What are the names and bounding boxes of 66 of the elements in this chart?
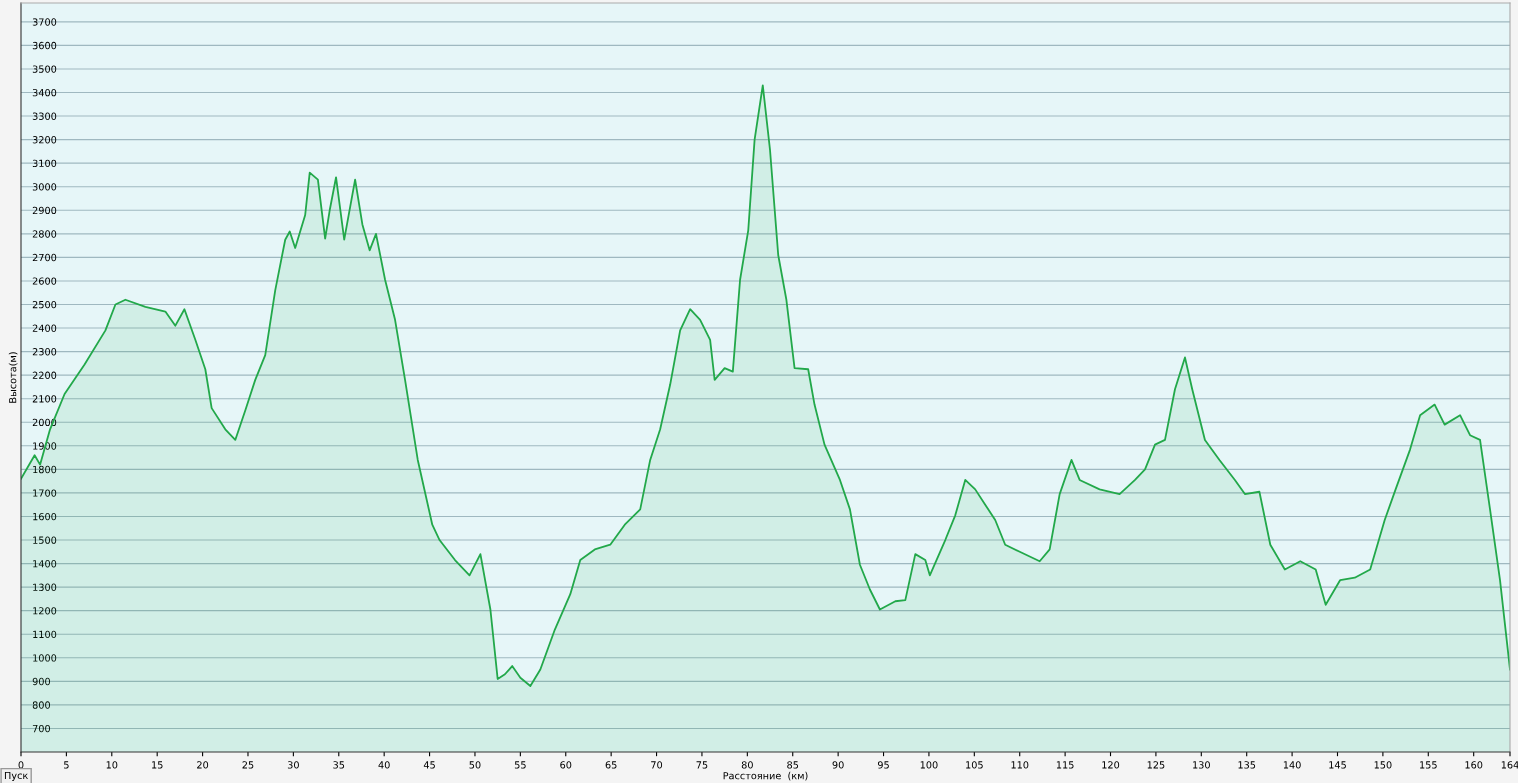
y-tick-label: 3400 — [32, 88, 57, 97]
x-tick-label: 10 — [106, 761, 118, 769]
x-tick-label: 150 — [1374, 761, 1392, 769]
y-tick-label: 2700 — [32, 253, 57, 262]
y-tick-label: 3200 — [32, 136, 57, 144]
y-tick-label: 2400 — [32, 324, 57, 332]
y-tick-label: 900 — [32, 677, 51, 686]
y-tick-label: 3100 — [32, 159, 57, 167]
x-tick-label: 120 — [1102, 761, 1120, 769]
y-tick-label: 1200 — [33, 607, 57, 615]
y-tick-label: 1300 — [33, 583, 57, 591]
y-tick-label: 1400 — [33, 560, 57, 568]
x-tick-label: 155 — [1420, 761, 1437, 769]
x-tick-label: 135 — [1238, 761, 1256, 769]
x-tick-label: 90 — [832, 761, 844, 769]
x-tick-label: 130 — [1193, 761, 1210, 769]
x-tick-label: 15 — [152, 761, 163, 769]
y-tick-label: 1600 — [33, 512, 57, 521]
x-tick-label: 80 — [741, 761, 753, 769]
x-tick-label: 95 — [877, 761, 889, 769]
x-tick-label: 105 — [966, 761, 983, 769]
y-tick-label: 2300 — [32, 348, 57, 356]
y-tick-label: 700 — [32, 724, 51, 733]
y-tick-label: 1000 — [33, 654, 57, 662]
x-tick-label: 35 — [333, 761, 345, 769]
y-tick-label: 3500 — [32, 65, 57, 73]
y-tick-label: 2500 — [32, 300, 57, 309]
y-tick-label: 2100 — [32, 395, 57, 403]
x-tick-label: 0 — [18, 761, 24, 769]
y-tick-label: 1500 — [33, 536, 57, 544]
y-tick-label: 3700 — [32, 18, 57, 26]
x-tick-label: 110 — [1011, 761, 1029, 769]
text: Пуск — [4, 771, 28, 781]
x-tick-label: 85 — [787, 761, 799, 769]
x-tick-label: 5 — [64, 761, 69, 769]
x-tick-label: 125 — [1147, 761, 1165, 769]
x-tick-label: 55 — [514, 761, 526, 769]
x-tick-label: 145 — [1329, 761, 1346, 769]
y-tick-label: 2800 — [32, 230, 57, 238]
x-tick-label: 45 — [423, 761, 435, 769]
x-tick-label: 140 — [1283, 761, 1301, 769]
y-tick-label: 3300 — [32, 112, 57, 120]
x-tick-label: 75 — [696, 761, 708, 769]
x-tick-label: 60 — [560, 761, 572, 769]
y-tick-label: 2900 — [32, 206, 57, 215]
x-tick-label: 115 — [1056, 761, 1074, 769]
x-tick-label: 70 — [651, 761, 663, 769]
y-tick-label: 2200 — [32, 371, 57, 379]
x-tick-label: 40 — [378, 761, 390, 769]
x-tick-label: 20 — [197, 761, 209, 769]
x-tick-label: 30 — [287, 761, 299, 769]
y-tick-label: 1100 — [33, 630, 57, 639]
x-axis-title: Расстояние (км) — [723, 771, 808, 781]
y-tick-label: 1800 — [33, 465, 57, 474]
y-tick-label: 3000 — [32, 183, 57, 191]
y-tick-label: 800 — [32, 701, 51, 709]
y-tick-label: 1700 — [33, 489, 57, 497]
y-tick-label: 3600 — [32, 41, 57, 50]
x-tick-label: 65 — [605, 761, 617, 769]
x-tick-label: 25 — [242, 761, 254, 769]
x-tick-label: 160 — [1465, 761, 1483, 769]
y-tick-label: 2600 — [32, 277, 57, 285]
x-tick-label: 50 — [469, 761, 481, 769]
x-tick-label: 164 — [1501, 761, 1518, 769]
y-axis-title: Высота(м) — [8, 352, 18, 403]
x-tick-label: 100 — [920, 761, 938, 769]
